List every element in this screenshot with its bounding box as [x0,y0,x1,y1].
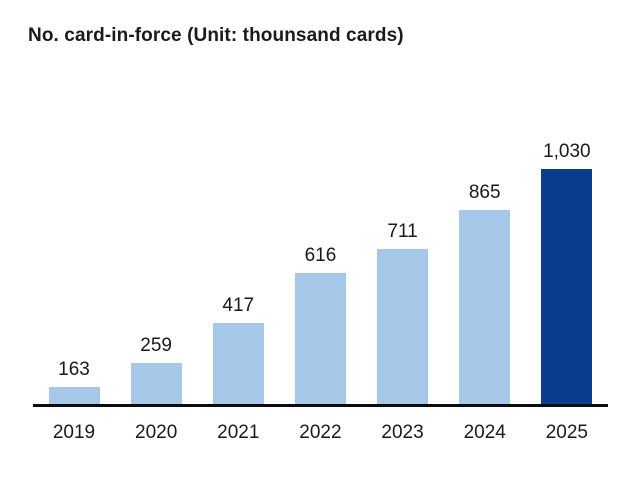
bar-column: 417 2021 [197,169,279,443]
x-axis-label: 2020 [135,422,178,443]
x-axis-label: 2023 [381,422,424,443]
bar-column: 163 2019 [33,169,115,443]
bar-value-label: 417 [222,295,255,316]
bar [48,387,100,404]
x-axis-label: 2021 [217,422,260,443]
bar-column: 865 2024 [444,169,526,443]
plot-area: 163 2019 259 2020 417 2021 616 2022 711 2023 865 20… [33,141,608,443]
bar [294,273,346,404]
bar-column: 616 2022 [279,169,361,443]
bar-value-label: 616 [304,245,337,266]
bar [377,249,429,404]
bar-value-label: 865 [468,182,501,203]
bar [459,210,511,404]
bar-value-label: 163 [58,359,90,380]
bar-column: 259 2020 [115,169,197,443]
x-axis-line [33,404,608,407]
bar-column: 1,030 2025 [526,141,608,443]
bar-value-label: 259 [140,335,172,356]
bar [130,363,182,404]
bar-highlighted [541,169,593,404]
x-axis-label: 2024 [463,422,506,443]
x-axis-label: 2022 [299,422,342,443]
bar-value-label: 711 [387,221,418,242]
bar-value-label: 1,030 [543,141,591,162]
x-axis-label: 2025 [545,422,588,443]
x-axis-label: 2019 [52,422,96,443]
chart-title: No. card-in-force (Unit: thounsand cards… [28,25,404,46]
bar-column: 711 2023 [362,169,444,443]
bar [212,323,264,404]
